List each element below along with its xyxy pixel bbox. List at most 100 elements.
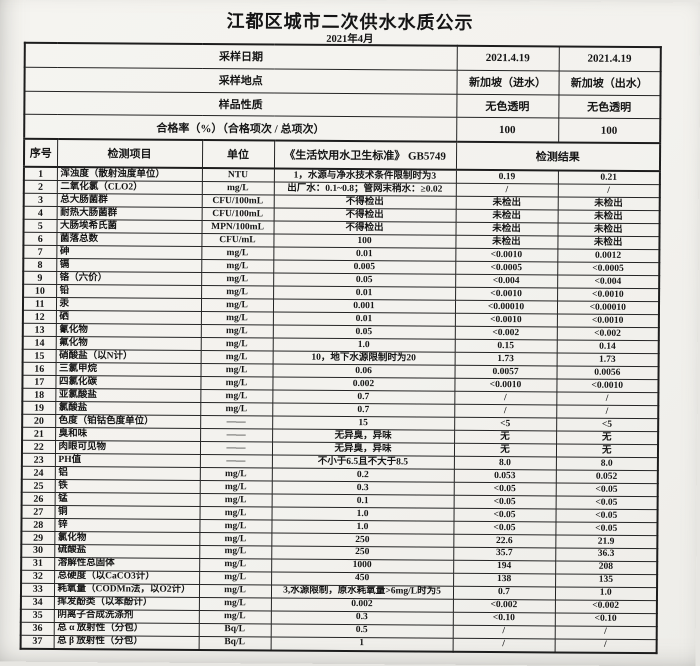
cell-result-inlet: <0.002 bbox=[454, 326, 557, 341]
info-row-label: 合格率（%）（合格项次 / 总项次） bbox=[24, 114, 457, 143]
info-row-label: 样品性质 bbox=[24, 90, 457, 118]
header-test-item: 检测项目 bbox=[56, 139, 203, 169]
cell-standard-limit: 0.2 bbox=[271, 468, 454, 483]
cell-result-outlet: <0.05 bbox=[555, 508, 658, 523]
cell-unit: mg/L bbox=[198, 597, 271, 611]
cell-result-outlet: 0.14 bbox=[556, 340, 659, 354]
header-standard-gb5749: 《生活饮用水卫生标准》 GB5749 bbox=[273, 140, 457, 171]
cell-row-number: 23 bbox=[21, 453, 55, 467]
cell-result-outlet: <0.00010 bbox=[556, 301, 660, 315]
cell-item-name: 铜 bbox=[54, 505, 200, 520]
cell-unit: mg/L bbox=[200, 337, 273, 352]
cell-result-outlet: 1.73 bbox=[556, 353, 659, 367]
cell-standard-limit: 0.06 bbox=[272, 364, 455, 379]
cell-standard-limit: 0.7 bbox=[272, 403, 455, 418]
cell-unit: NTU bbox=[201, 168, 274, 183]
cell-unit: mg/L bbox=[199, 545, 272, 559]
cell-result-inlet: / bbox=[455, 183, 558, 198]
cell-item-name: 挥发酚类（以苯酚计） bbox=[53, 596, 199, 611]
cell-result-outlet: <0.0010 bbox=[556, 314, 659, 328]
cell-result-outlet: 36.3 bbox=[555, 547, 658, 562]
cell-result-outlet: / bbox=[554, 638, 657, 654]
cell-unit: mg/L bbox=[200, 389, 273, 404]
cell-unit: mg/L bbox=[199, 506, 272, 520]
info-value-inlet: 新加坡（进水） bbox=[456, 70, 559, 95]
info-row-label: 采样日期 bbox=[24, 42, 457, 71]
water-quality-table: 采样日期 2021.4.19 2021.4.19 采样地点 新加坡（进水） 新加… bbox=[19, 41, 662, 655]
cell-result-outlet: <0.0005 bbox=[557, 262, 660, 276]
cell-standard-limit: 0.1 bbox=[271, 494, 454, 509]
cell-item-name: 耐热大肠菌群 bbox=[56, 206, 202, 221]
cell-unit: mg/L bbox=[200, 363, 273, 378]
cell-standard-limit: 0.01 bbox=[272, 312, 455, 327]
cell-unit: mg/L bbox=[200, 376, 273, 391]
cell-row-number: 35 bbox=[20, 609, 54, 623]
cell-row-number: 1 bbox=[23, 167, 57, 181]
cell-result-outlet: 无 bbox=[556, 431, 659, 445]
cell-result-outlet: <0.0010 bbox=[557, 288, 660, 302]
cell-row-number: 19 bbox=[22, 401, 56, 415]
cell-standard-limit: 0.05 bbox=[272, 325, 455, 340]
cell-result-outlet: / bbox=[556, 405, 659, 419]
cell-result-outlet: / bbox=[557, 184, 660, 199]
cell-standard-limit: 出厂水：0.1~0.8；管网末稍水：≥0.02 bbox=[273, 182, 456, 197]
cell-standard-limit: 1.0 bbox=[271, 519, 454, 535]
cell-unit: CFU/100mL bbox=[201, 194, 274, 209]
cell-standard-limit: 10，地下水源限制时为20 bbox=[272, 351, 455, 366]
cell-standard-limit: 1000 bbox=[271, 558, 454, 574]
cell-result-outlet: 1.0 bbox=[554, 586, 658, 601]
cell-item-name: 锰 bbox=[54, 492, 200, 507]
cell-row-number: 27 bbox=[21, 505, 55, 519]
cell-item-name: 溶解性总固体 bbox=[54, 557, 200, 572]
cell-result-outlet: 208 bbox=[555, 560, 658, 575]
cell-standard-limit: 无异臭，异味 bbox=[272, 429, 455, 444]
cell-item-name: 总 β 放射性（分包） bbox=[53, 635, 199, 650]
cell-result-inlet: / bbox=[452, 625, 555, 639]
cell-result-outlet: 8.0 bbox=[555, 457, 658, 471]
cell-standard-limit: 250 bbox=[271, 545, 454, 561]
cell-item-name: 铝 bbox=[54, 466, 200, 481]
cell-standard-limit: 0.01 bbox=[273, 247, 456, 262]
cell-item-name: 肉眼可见物 bbox=[54, 440, 201, 455]
cell-item-name: 阴离子合成洗涤剂 bbox=[53, 609, 199, 624]
cell-unit: mg/L bbox=[199, 558, 272, 572]
cell-unit: mg/L bbox=[200, 324, 273, 339]
cell-unit: mg/L bbox=[200, 311, 273, 326]
cell-result-outlet: 无 bbox=[555, 444, 659, 458]
cell-row-number: 7 bbox=[23, 245, 57, 259]
cell-unit: mg/L bbox=[201, 259, 274, 274]
cell-result-inlet: 194 bbox=[453, 560, 556, 574]
cell-standard-limit: 0.7 bbox=[272, 390, 455, 405]
cell-standard-limit: 0.01 bbox=[273, 286, 456, 301]
cell-item-name: 硫酸盐 bbox=[54, 544, 200, 559]
cell-unit: mg/L bbox=[199, 467, 272, 482]
cell-row-number: 28 bbox=[21, 518, 55, 532]
cell-unit: mg/L bbox=[201, 246, 274, 261]
cell-unit: Bq/L bbox=[198, 636, 271, 651]
cell-item-name: 三氯甲烷 bbox=[55, 362, 201, 377]
cell-row-number: 25 bbox=[21, 479, 55, 493]
cell-unit: —— bbox=[199, 441, 273, 456]
cell-unit: —— bbox=[199, 454, 272, 469]
cell-standard-limit: 不小于6.5且不大于8.5 bbox=[271, 455, 454, 470]
cell-result-inlet: <0.10 bbox=[452, 612, 555, 626]
cell-result-outlet: 未检出 bbox=[557, 210, 660, 225]
cell-item-name: 色度（铂钴色度单位） bbox=[55, 414, 201, 429]
cell-item-name: 铅 bbox=[56, 284, 202, 299]
cell-result-inlet: <0.05 bbox=[453, 521, 556, 535]
cell-row-number: 36 bbox=[20, 622, 54, 636]
cell-result-outlet: 0.0056 bbox=[556, 366, 659, 380]
cell-row-number: 15 bbox=[22, 349, 56, 363]
cell-standard-limit: 450 bbox=[271, 571, 454, 587]
cell-row-number: 16 bbox=[22, 362, 56, 376]
cell-row-number: 8 bbox=[23, 258, 57, 272]
cell-row-number: 3 bbox=[23, 193, 57, 207]
cell-row-number: 20 bbox=[22, 414, 56, 428]
cell-row-number: 29 bbox=[21, 531, 55, 545]
info-value-inlet: 2021.4.19 bbox=[456, 45, 559, 71]
cell-result-outlet: <0.004 bbox=[557, 275, 660, 289]
cell-result-inlet: <0.05 bbox=[453, 495, 556, 509]
cell-item-name: 臭和味 bbox=[55, 427, 201, 442]
cell-result-outlet: <5 bbox=[556, 418, 659, 432]
cell-unit: mg/L bbox=[199, 519, 272, 533]
